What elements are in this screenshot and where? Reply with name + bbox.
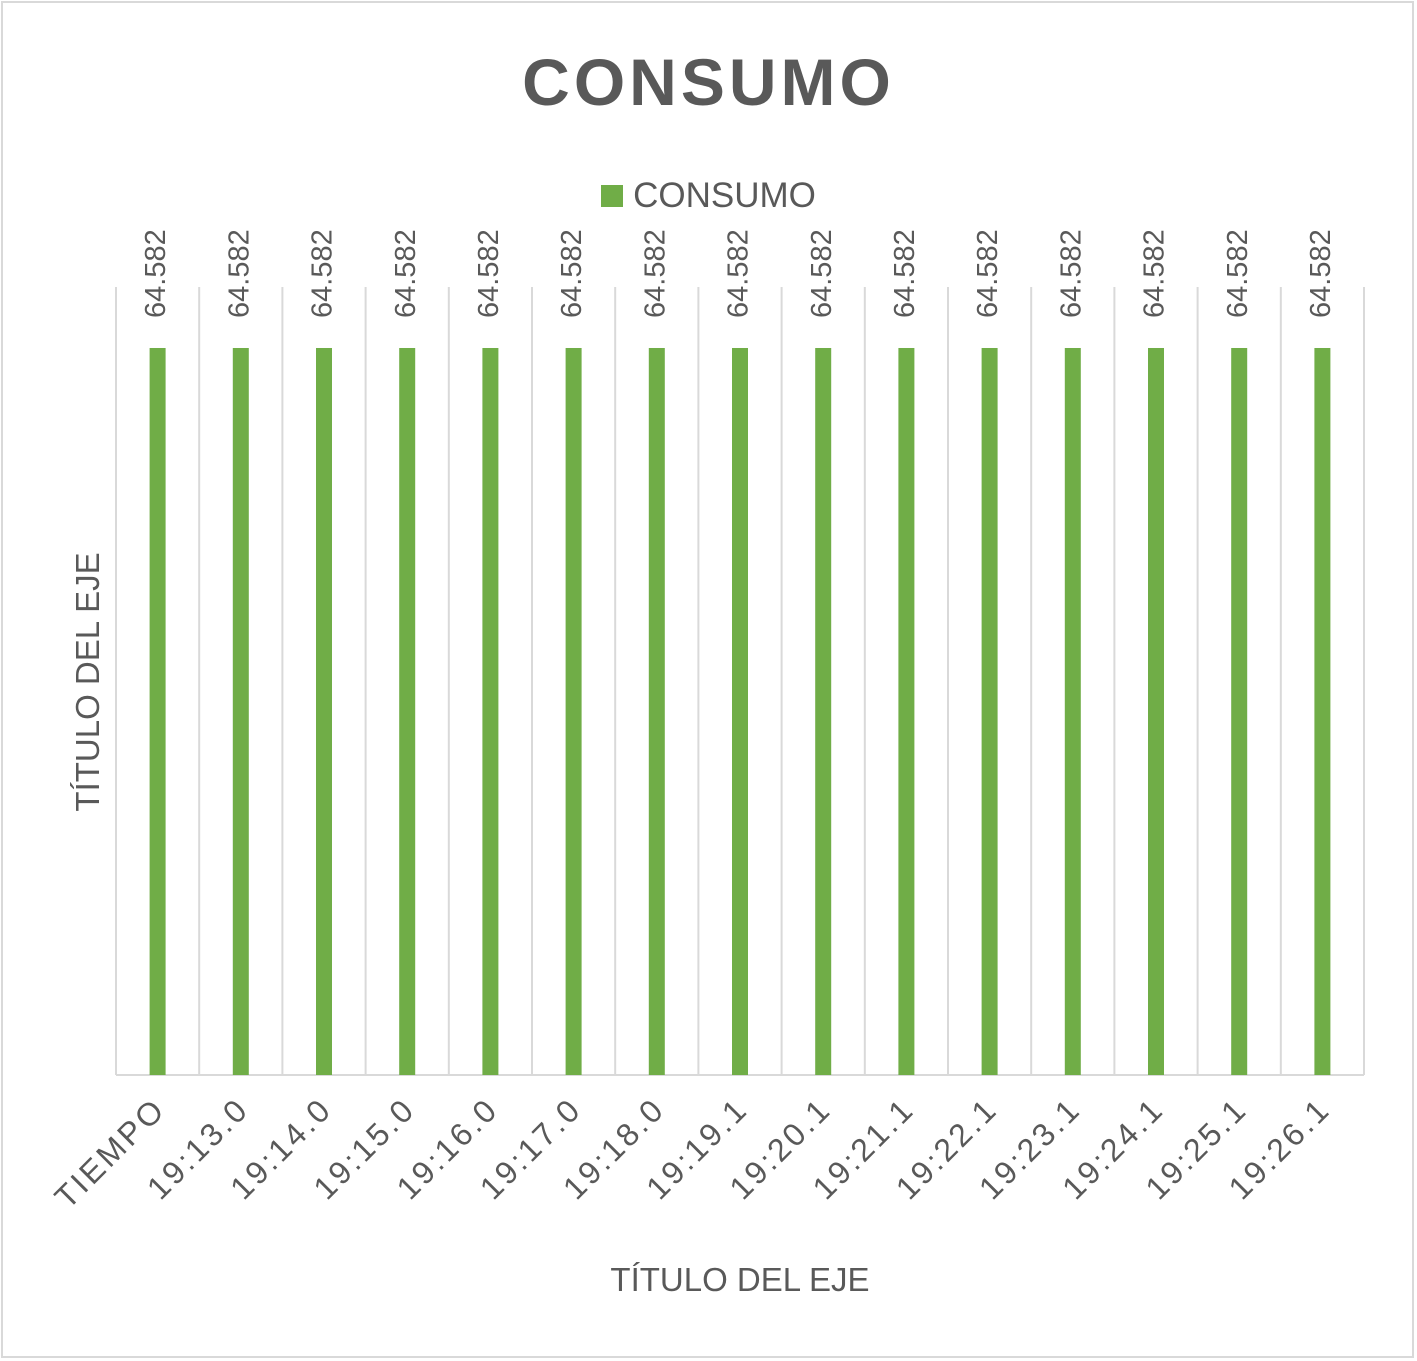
bar [648,347,665,1075]
bar [732,347,748,1075]
bar [981,347,998,1075]
data-label: 64.582 [1305,229,1337,318]
data-label: 64.582 [556,229,588,318]
legend: CONSUMO [0,176,1417,216]
bar [565,347,582,1075]
data-label: 64.582 [972,229,1004,318]
y-axis-title: TÍTULO DEL EJE [69,552,106,811]
data-label: 64.582 [1139,229,1171,318]
bar [1231,347,1248,1075]
data-label: 64.582 [723,229,755,318]
legend-label: CONSUMO [633,176,816,215]
data-label: 64.582 [806,229,838,318]
x-tick-label: TIEMPO [48,1090,173,1215]
bar [399,347,416,1075]
data-label: 64.582 [390,229,422,318]
data-label: 64.582 [223,229,255,318]
data-label: 64.582 [140,229,172,318]
bar [316,347,332,1075]
bar [898,347,915,1075]
bar [1064,347,1081,1075]
data-label: 64.582 [307,229,339,318]
bar [815,347,832,1075]
x-axis-title: TÍTULO DEL EJE [610,1261,869,1298]
data-label: 64.582 [1222,229,1254,318]
chart-title: CONSUMO [522,45,895,119]
legend-swatch [601,185,624,207]
bar [149,347,166,1075]
data-label: 64.582 [1055,229,1087,318]
data-label: 64.582 [639,229,671,318]
data-label: 64.582 [473,229,505,318]
bar [1314,347,1331,1075]
data-label: 64.582 [889,229,921,318]
bar [232,347,249,1075]
bar [1148,347,1164,1075]
bar [482,347,499,1075]
